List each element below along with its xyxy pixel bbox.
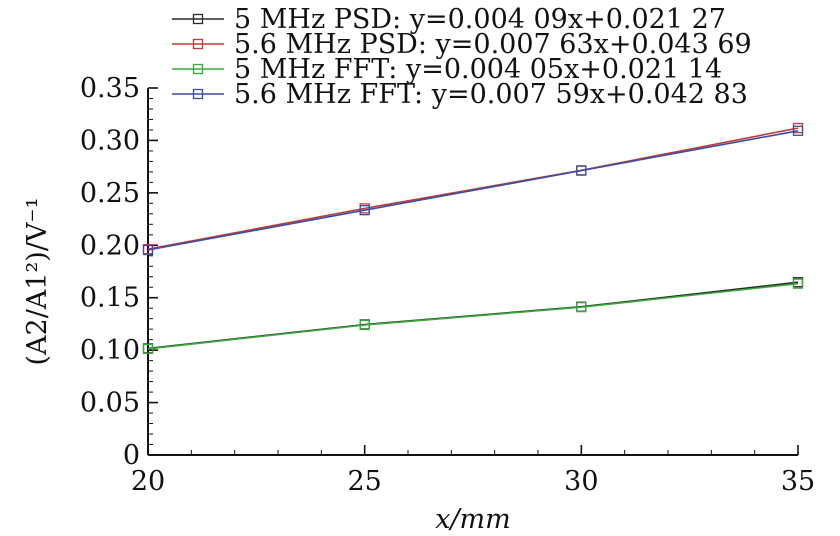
series-2-point bbox=[792, 278, 804, 289]
legend-label-1: 5.6 MHz PSD: y=0.007 63x+0.043 69 bbox=[234, 29, 752, 60]
axis-titles: x/mm (A2/A1²)/V⁻¹ bbox=[22, 197, 511, 535]
legend-label-3: 5.6 MHz FFT: y=0.007 59x+0.042 83 bbox=[234, 79, 748, 110]
y-tick-label: 0.25 bbox=[80, 178, 140, 209]
y-tick-label: 0.35 bbox=[80, 73, 140, 104]
series-line-1 bbox=[147, 127, 799, 250]
x-axis-title: x/mm bbox=[435, 504, 511, 535]
series-3-point bbox=[576, 165, 587, 176]
legend-marker-2 bbox=[192, 63, 204, 75]
axes: 0 0.05 0.10 0.15 0.20 0.25 0.30 0.35 20 25 30 35 bbox=[80, 73, 815, 497]
y-tick-label: 0.30 bbox=[80, 125, 140, 156]
x-tick-label: 20 bbox=[131, 466, 165, 497]
x-tick-label: 25 bbox=[347, 466, 381, 497]
legend-label-0: 5 MHz PSD: y=0.004 09x+0.021 27 bbox=[234, 4, 726, 35]
series-2-point bbox=[142, 343, 154, 355]
y-tick-label: 0.15 bbox=[80, 283, 140, 314]
legend-marker-3 bbox=[192, 88, 204, 100]
x-tick-label: 30 bbox=[564, 466, 598, 497]
series-3-point bbox=[359, 205, 370, 216]
series-3-point bbox=[792, 125, 804, 136]
y-tick-label: 0.20 bbox=[80, 230, 140, 261]
series-3-point bbox=[142, 244, 154, 256]
series-line-2 bbox=[147, 282, 799, 350]
y-axis-title: (A2/A1²)/V⁻¹ bbox=[22, 197, 53, 365]
series-2-point bbox=[576, 302, 587, 313]
legend: 5 MHz PSD: y=0.004 09x+0.021 275.6 MHz P… bbox=[172, 4, 752, 110]
legend-label-2: 5 MHz FFT: y=0.004 05x+0.021 14 bbox=[234, 54, 722, 85]
x-tick-label: 35 bbox=[781, 466, 815, 497]
series-line-3 bbox=[147, 130, 799, 251]
series-layer bbox=[142, 122, 804, 355]
legend-marker-0 bbox=[192, 13, 204, 25]
y-tick-label: 0.05 bbox=[80, 388, 140, 419]
y-tick-label: 0.10 bbox=[80, 335, 140, 366]
y-tick-label: 0 bbox=[123, 440, 140, 471]
legend-marker-1 bbox=[192, 38, 204, 50]
series-2-point bbox=[359, 319, 370, 331]
